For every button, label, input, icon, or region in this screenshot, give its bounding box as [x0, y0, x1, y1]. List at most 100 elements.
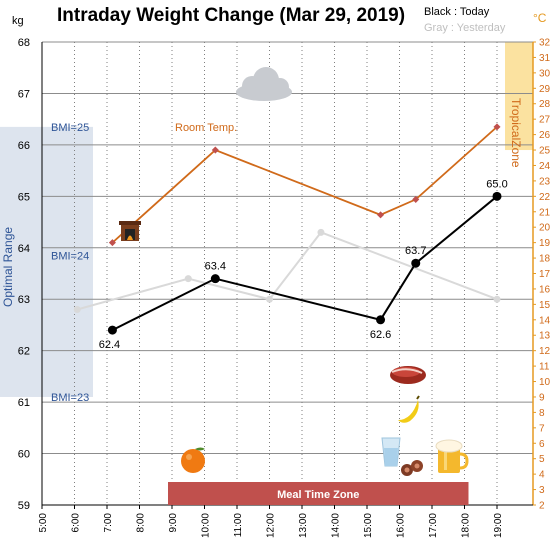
- right-tick-label: 26: [539, 130, 551, 141]
- legend-today: Black : Today: [424, 6, 490, 18]
- yesterday-point: [73, 306, 81, 314]
- right-tick-label: 18: [539, 254, 551, 265]
- x-tick-label: 10:00: [201, 513, 212, 538]
- right-tick-label: 14: [539, 315, 551, 326]
- tropical-zone-band: [505, 42, 533, 151]
- right-tick-label: 3: [539, 485, 545, 496]
- beer-icon: [435, 439, 469, 473]
- meal-time-zone-label: Meal Time Zone: [277, 489, 359, 501]
- right-tick-label: 25: [539, 146, 551, 157]
- series-layer: 62.4 63.4 62.6 63.7 65.0: [73, 123, 508, 351]
- left-tick-label: 66: [18, 140, 30, 152]
- today-point: [376, 315, 386, 325]
- left-axis-ticks: 59 60 61 62 63 64 65 66 67 68: [18, 37, 30, 512]
- room-temp-point: [377, 211, 385, 219]
- today-data-label: 62.4: [99, 339, 120, 351]
- left-tick-label: 67: [18, 88, 30, 100]
- left-tick-label: 65: [18, 191, 30, 203]
- right-tick-label: 29: [539, 84, 551, 95]
- right-tick-label: 23: [539, 176, 551, 187]
- x-tick-label: 17:00: [428, 513, 439, 538]
- room-temp-point: [108, 239, 116, 247]
- x-tick-label: 8:00: [136, 513, 147, 533]
- left-tick-label: 59: [18, 500, 30, 512]
- bmi-label: BMI=23: [51, 392, 89, 404]
- today-point: [210, 274, 220, 284]
- x-tick-label: 13:00: [298, 513, 309, 538]
- today-point: [107, 325, 117, 335]
- tropical-zone-label: TropicalZone: [509, 98, 523, 168]
- x-tick-label: 5:00: [38, 513, 49, 533]
- right-tick-label: 30: [539, 68, 551, 79]
- water-glass-icon: [381, 437, 401, 467]
- steak-icon: [390, 366, 426, 384]
- x-tick-label: 11:00: [233, 513, 244, 538]
- x-axis-ticks: 5:00 6:00 7:00 8:00 9:00 10:00 11:00 12:00 13:00…: [38, 505, 504, 538]
- right-tick-label: 4: [539, 470, 545, 481]
- left-tick-label: 68: [18, 37, 30, 49]
- right-tick-label: 6: [539, 439, 545, 450]
- right-tick-label: 32: [539, 38, 551, 49]
- bmi-label: BMI=25: [51, 122, 89, 134]
- right-tick-label: 17: [539, 269, 551, 280]
- today-data-label: 63.7: [405, 245, 426, 257]
- today-data-label: 63.4: [205, 261, 226, 273]
- right-tick-label: 20: [539, 223, 551, 234]
- right-tick-label: 5: [539, 454, 545, 465]
- right-tick-label: 8: [539, 408, 545, 419]
- room-temp-point: [493, 123, 501, 131]
- right-tick-label: 10: [539, 377, 551, 388]
- orange-icon: [181, 447, 205, 473]
- today-point: [492, 191, 502, 201]
- right-tick-label: 31: [539, 53, 551, 64]
- banana-icon: [398, 395, 420, 423]
- yesterday-point: [493, 295, 501, 303]
- left-tick-label: 60: [18, 449, 30, 461]
- bmi-label: BMI=24: [51, 250, 89, 262]
- chart-title: Intraday Weight Change (Mar 29, 2019): [57, 5, 405, 26]
- right-tick-label: 19: [539, 238, 551, 249]
- fireplace-icon: [119, 221, 141, 241]
- left-tick-label: 62: [18, 346, 30, 358]
- right-tick-label: 12: [539, 346, 551, 357]
- right-tick-label: 2: [539, 501, 545, 512]
- optimal-range-label: Optimal Range: [1, 227, 15, 307]
- yesterday-point: [317, 228, 325, 236]
- bmi-labels: BMI=25 BMI=24 BMI=23: [51, 122, 89, 404]
- room-temp-series-line: [111, 126, 498, 244]
- today-series-line: [111, 195, 498, 331]
- left-tick-label: 63: [18, 294, 30, 306]
- cloud-icon: [236, 67, 292, 101]
- x-tick-label: 18:00: [461, 513, 472, 538]
- today-data-label: 62.6: [370, 329, 391, 341]
- x-tick-label: 14:00: [331, 513, 342, 538]
- right-tick-label: 22: [539, 192, 551, 203]
- room-temp-label: Room Temp.: [175, 122, 237, 134]
- grid-lines: [42, 41, 533, 505]
- x-tick-label: 9:00: [168, 513, 179, 533]
- today-point: [411, 258, 421, 268]
- sausage-icon: [401, 460, 423, 476]
- left-tick-label: 64: [18, 243, 30, 255]
- meal-time-zone-bar: [168, 482, 469, 505]
- today-data-label: 65.0: [486, 178, 507, 190]
- yesterday-point: [184, 275, 192, 283]
- x-tick-label: 7:00: [103, 513, 114, 533]
- room-temp-point: [412, 195, 420, 203]
- left-tick-label: 61: [18, 397, 30, 409]
- x-tick-label: 6:00: [71, 513, 82, 533]
- x-tick-label: 16:00: [396, 513, 407, 538]
- x-tick-label: 19:00: [493, 513, 504, 538]
- left-axis-unit: kg: [12, 15, 24, 27]
- optimal-range-band: [0, 126, 93, 397]
- right-tick-label: 9: [539, 392, 545, 403]
- right-axis-unit: °C: [533, 11, 547, 25]
- right-tick-label: 13: [539, 331, 551, 342]
- room-temp-point: [211, 146, 219, 154]
- right-tick-label: 11: [539, 362, 550, 373]
- right-tick-label: 16: [539, 284, 551, 295]
- yesterday-series-line: [76, 231, 498, 311]
- right-axis-ticks: 2345678910111213141516171819202122232425…: [533, 38, 551, 512]
- x-tick-label: 12:00: [266, 513, 277, 538]
